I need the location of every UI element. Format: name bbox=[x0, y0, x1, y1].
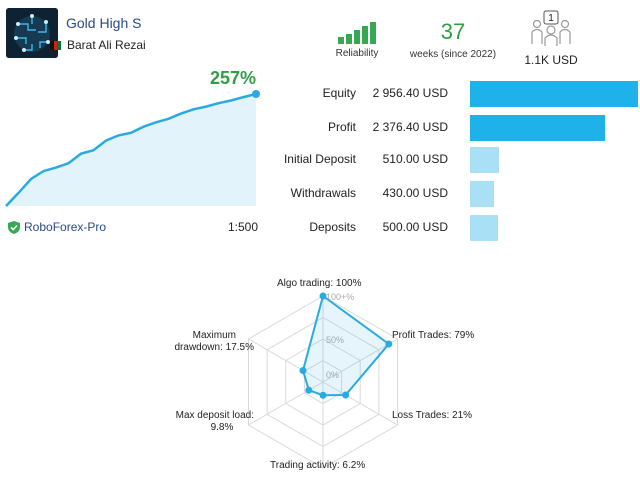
radar-axis bbox=[322, 381, 398, 426]
deposit-load-line1: Max deposit load: bbox=[175, 410, 254, 421]
broker-name[interactable]: RoboForex-Pro bbox=[24, 220, 107, 234]
growth-chart[interactable] bbox=[0, 70, 270, 220]
deposit-load-line2: 9.8% bbox=[210, 422, 234, 433]
radar-tick-label: 50% bbox=[326, 335, 344, 345]
drawdown-line1: Maximum bbox=[192, 330, 236, 341]
radar-tick-label: 0% bbox=[326, 370, 339, 380]
stat-row-profit: Profit 2 376.40 USD bbox=[270, 115, 640, 141]
signal-name[interactable]: Gold High S bbox=[66, 15, 142, 31]
growth-percent: 257% bbox=[209, 68, 256, 88]
weeks-indicator: 37 weeks (since 2022) bbox=[400, 19, 506, 61]
growth-line bbox=[5, 92, 257, 207]
stat-row-equity: Equity 2 956.40 USD bbox=[270, 81, 640, 107]
radar-point bbox=[319, 391, 327, 399]
growth-end-point bbox=[252, 90, 260, 98]
stat-label: Withdrawals bbox=[290, 186, 356, 200]
subscribers-icon: 1 bbox=[531, 10, 571, 46]
stat-label: Initial Deposit bbox=[283, 152, 356, 166]
radar-label-activity: Trading activity: 6.2% bbox=[270, 460, 366, 471]
stat-value: 510.00 USD bbox=[382, 152, 448, 166]
stat-label: Profit bbox=[327, 120, 356, 134]
reliability-label: Reliability bbox=[335, 48, 379, 59]
drawdown-line2: drawdown: 17.5% bbox=[174, 342, 255, 353]
radar-label-algo: Algo trading: 100% bbox=[277, 278, 362, 289]
stat-label: Deposits bbox=[309, 220, 356, 234]
radar-label-profit: Profit Trades: 79% bbox=[392, 330, 475, 341]
radar-label-loss: Loss Trades: 21% bbox=[392, 410, 473, 421]
radar-label-deposit-load: Max deposit load: 9.8% bbox=[160, 410, 254, 434]
stat-label: Equity bbox=[322, 86, 356, 100]
radar-polygon bbox=[301, 294, 391, 397]
weeks-label: weeks (since 2022) bbox=[409, 49, 497, 60]
stat-bar bbox=[470, 215, 498, 241]
signal-avatar[interactable] bbox=[6, 8, 58, 58]
stat-value: 500.00 USD bbox=[382, 220, 448, 234]
growth-area bbox=[6, 94, 256, 206]
stat-bar bbox=[470, 147, 499, 173]
stat-row-deposits: Deposits 500.00 USD bbox=[270, 215, 640, 241]
stat-value: 2 376.40 USD bbox=[372, 120, 448, 134]
radar-point bbox=[299, 367, 307, 374]
radar-label-drawdown: Maximum drawdown: 17.5% bbox=[160, 330, 255, 354]
author-row: Barat Ali Rezai bbox=[50, 38, 146, 52]
radar-tick-label: 100+% bbox=[326, 292, 354, 302]
radar-point bbox=[342, 391, 350, 399]
leverage-value: 1:500 bbox=[228, 220, 259, 234]
subscribers-count: 1 bbox=[548, 13, 554, 24]
broker-row: RoboForex-Pro bbox=[8, 220, 106, 234]
subscribers-amount: 1.1K USD bbox=[524, 53, 578, 67]
stat-value: 2 956.40 USD bbox=[372, 86, 448, 100]
afghanistan-flag-icon bbox=[50, 40, 62, 50]
reliability-bars-icon bbox=[330, 22, 384, 44]
verified-shield-icon bbox=[8, 220, 20, 234]
radar-point bbox=[319, 292, 327, 300]
stat-row-withdrawals: Withdrawals 430.00 USD bbox=[270, 181, 640, 207]
stat-value: 430.00 USD bbox=[382, 186, 448, 200]
radar-axis bbox=[322, 338, 398, 383]
radar-axis bbox=[248, 338, 324, 383]
stat-bar bbox=[470, 115, 605, 141]
reliability-indicator: Reliability bbox=[330, 22, 384, 59]
stat-bar bbox=[470, 81, 638, 107]
radar-svg: 100+% 50% 0% bbox=[248, 292, 398, 469]
author-name[interactable]: Barat Ali Rezai bbox=[67, 38, 146, 52]
radar-chart: 100+% 50% 0% Algo trading: 100% Profit Tra… bbox=[160, 270, 500, 480]
subscribers-indicator: 1 1.1K USD bbox=[516, 10, 586, 67]
radar-point bbox=[385, 340, 393, 348]
stat-row-initial-deposit: Initial Deposit 510.00 USD bbox=[270, 147, 640, 173]
weeks-value: 37 bbox=[440, 19, 466, 44]
stat-bar bbox=[470, 181, 494, 207]
radar-point bbox=[305, 386, 313, 394]
